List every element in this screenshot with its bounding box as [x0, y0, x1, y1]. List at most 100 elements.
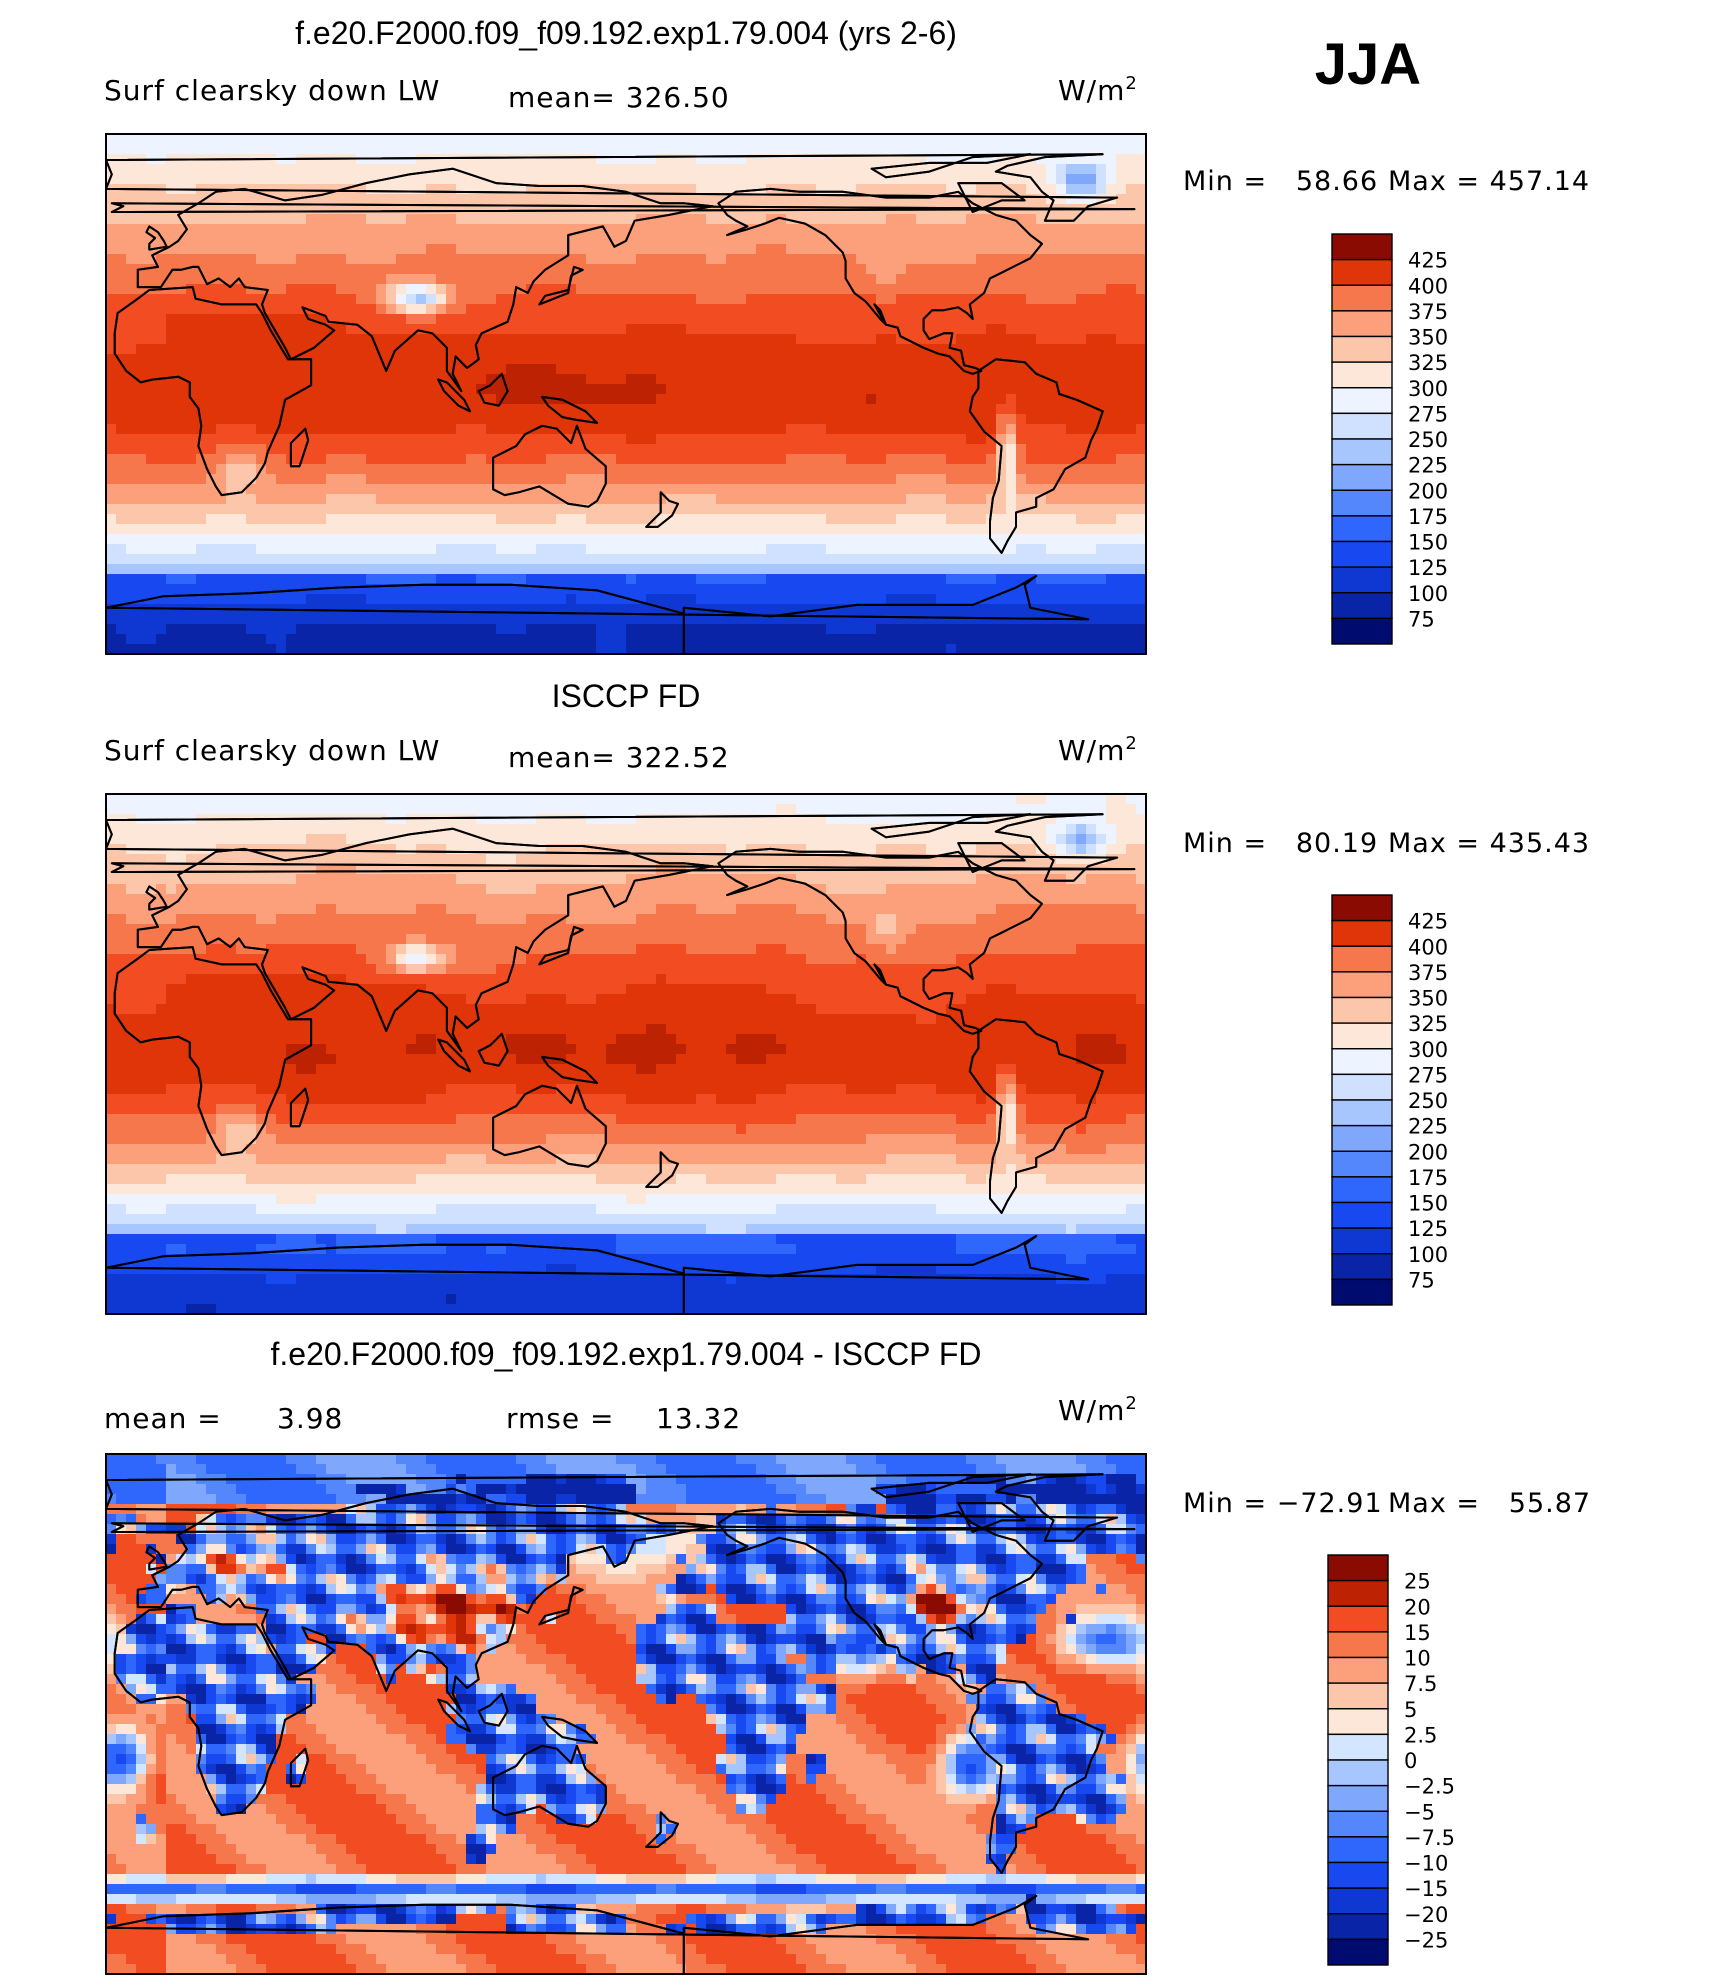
map-cell [936, 574, 947, 585]
map-cell [196, 284, 207, 295]
map-cell [1036, 324, 1047, 335]
map-cell [386, 404, 397, 415]
map-cell [436, 244, 447, 255]
map-cell [466, 444, 477, 455]
map-cell [606, 554, 617, 565]
map-cell [316, 404, 327, 415]
map-cell [976, 544, 987, 555]
map-cell [806, 154, 817, 165]
map-cell [386, 384, 397, 395]
map-cell [816, 134, 827, 145]
map-cell [786, 374, 797, 385]
map-cell [556, 524, 567, 535]
map-cell [246, 434, 257, 445]
map-cell [1116, 324, 1127, 335]
map-cell [736, 284, 747, 295]
map-cell [906, 244, 917, 255]
map-cell [716, 354, 727, 365]
map-cell [116, 164, 127, 175]
map-cell [256, 204, 267, 215]
map-cell [586, 594, 597, 605]
map-cell [566, 304, 577, 315]
map-cell [896, 374, 907, 385]
map-cell [136, 494, 147, 505]
map-cell [1056, 584, 1067, 595]
map-cell [296, 314, 307, 325]
map-cell [416, 324, 427, 335]
map-cell [1106, 144, 1117, 155]
map-cell [206, 344, 217, 355]
map-cell [416, 434, 427, 445]
map-cell [486, 494, 497, 505]
map-cell [396, 344, 407, 355]
map-cell [1126, 404, 1137, 415]
map-cell [506, 464, 517, 475]
map-cell [476, 274, 487, 285]
map-cell [1086, 374, 1097, 385]
map-cell [226, 434, 237, 445]
map-cell [346, 424, 357, 435]
map-cell [226, 394, 237, 405]
map-cell [986, 144, 997, 155]
map-cell [236, 174, 247, 185]
map-cell [866, 594, 877, 605]
map-cell [906, 494, 917, 505]
map-cell [806, 464, 817, 475]
map-cell [1026, 434, 1037, 445]
map-cell [356, 184, 367, 195]
map-cell [726, 594, 737, 605]
map-cell [1076, 304, 1087, 315]
map-cell [456, 574, 467, 585]
map-cell [446, 524, 457, 535]
map-cell [1016, 444, 1027, 455]
map-cell [816, 444, 827, 455]
map-cell [486, 184, 497, 195]
map-cell [406, 354, 417, 365]
map-cell [846, 314, 857, 325]
map-cell [566, 234, 577, 245]
map-cell [886, 434, 897, 445]
map-cell [916, 234, 927, 245]
map-cell [216, 504, 227, 515]
map-cell [646, 474, 657, 485]
map-cell [1116, 524, 1127, 535]
map-cell [766, 504, 777, 515]
map-cell [176, 564, 187, 575]
map-cell [116, 524, 127, 535]
map-cell [466, 214, 477, 225]
map-cell [466, 184, 477, 195]
map-cell [1076, 474, 1087, 485]
map-cell [916, 454, 927, 465]
map-cell [246, 324, 257, 335]
map-cell [1036, 284, 1047, 295]
map-cell [526, 264, 537, 275]
map-cell [306, 564, 317, 575]
map-cell [816, 574, 827, 585]
map-cell [536, 314, 547, 325]
map-cell [796, 454, 807, 465]
map-cell [226, 214, 237, 225]
map-cell [716, 404, 727, 415]
map-cell [376, 424, 387, 435]
map-cell [676, 464, 687, 475]
map-cell [736, 504, 747, 515]
map-cell [436, 434, 447, 445]
map-cell [876, 134, 887, 145]
map-cell [296, 184, 307, 195]
map-cell [216, 394, 227, 405]
map-cell [426, 484, 437, 495]
map-cell [636, 134, 647, 145]
map-cell [1116, 134, 1127, 145]
map-cell [716, 304, 727, 315]
map-cell [146, 234, 157, 245]
map-cell [586, 284, 597, 295]
map-cell [876, 604, 887, 615]
map-cell [976, 394, 987, 405]
map-cell [816, 554, 827, 565]
map-cell [516, 404, 527, 415]
map-cell [856, 354, 867, 365]
map-cell [996, 264, 1007, 275]
map-cell [656, 534, 667, 545]
map-cell [486, 404, 497, 415]
map-cell [836, 314, 847, 325]
